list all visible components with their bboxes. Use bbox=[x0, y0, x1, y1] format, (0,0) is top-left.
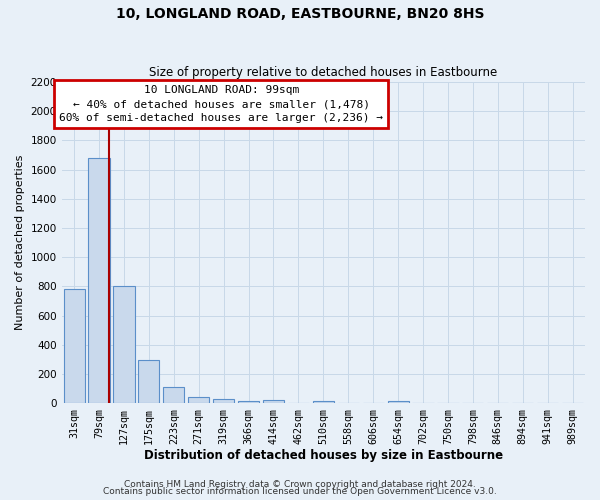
Bar bbox=[113, 286, 134, 403]
X-axis label: Distribution of detached houses by size in Eastbourne: Distribution of detached houses by size … bbox=[144, 450, 503, 462]
Bar bbox=[388, 401, 409, 403]
Text: 10, LONGLAND ROAD, EASTBOURNE, BN20 8HS: 10, LONGLAND ROAD, EASTBOURNE, BN20 8HS bbox=[116, 8, 484, 22]
Title: Size of property relative to detached houses in Eastbourne: Size of property relative to detached ho… bbox=[149, 66, 497, 80]
Bar bbox=[138, 360, 160, 403]
Y-axis label: Number of detached properties: Number of detached properties bbox=[15, 155, 25, 330]
Bar bbox=[88, 158, 110, 403]
Bar bbox=[163, 387, 184, 403]
Text: Contains HM Land Registry data © Crown copyright and database right 2024.: Contains HM Land Registry data © Crown c… bbox=[124, 480, 476, 489]
Bar bbox=[213, 399, 234, 403]
Bar bbox=[64, 290, 85, 403]
Bar bbox=[238, 401, 259, 403]
Text: 10 LONGLAND ROAD: 99sqm
← 40% of detached houses are smaller (1,478)
60% of semi: 10 LONGLAND ROAD: 99sqm ← 40% of detache… bbox=[59, 86, 383, 124]
Text: Contains public sector information licensed under the Open Government Licence v3: Contains public sector information licen… bbox=[103, 488, 497, 496]
Bar bbox=[263, 400, 284, 403]
Bar bbox=[188, 397, 209, 403]
Bar bbox=[313, 401, 334, 403]
